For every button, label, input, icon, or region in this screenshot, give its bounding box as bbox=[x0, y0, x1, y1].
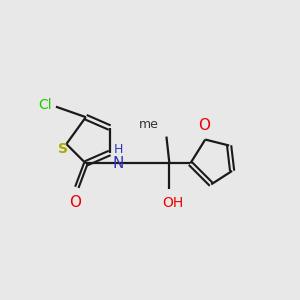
Text: O: O bbox=[198, 118, 210, 133]
Text: me: me bbox=[139, 118, 159, 131]
Text: H: H bbox=[114, 143, 123, 156]
Text: OH: OH bbox=[162, 196, 183, 210]
Text: O: O bbox=[69, 195, 81, 210]
Text: Cl: Cl bbox=[38, 98, 52, 112]
Text: N: N bbox=[113, 156, 124, 171]
Text: S: S bbox=[58, 142, 68, 155]
